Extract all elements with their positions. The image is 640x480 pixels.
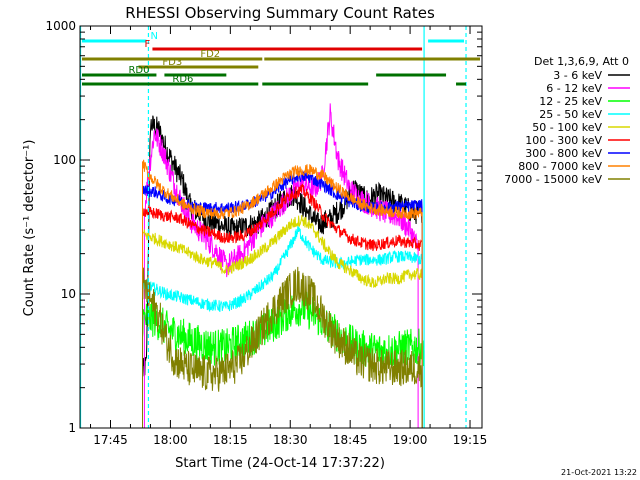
observing-flag-label-10: RD6 (172, 74, 193, 85)
legend-entry-3: 12 - 25 keV (539, 95, 602, 108)
y-axis-label: Count Rate (s⁻¹ detector⁻¹) (22, 140, 37, 317)
y-tick-label-2: 10 (61, 287, 76, 301)
legend-title: Det 1,3,6,9, Att 0 (534, 55, 629, 68)
observing-flag-label-4: FD2 (200, 49, 220, 60)
observing-flag-label-7: RD0 (128, 65, 149, 76)
series-line-5 (142, 215, 423, 428)
series-layer (142, 103, 425, 428)
legend-entry-7: 300 - 800 keV (525, 147, 602, 160)
tick-layer: 17:45 18:00 18:15 18:30 18:45 19:00 19:15 1 10 10… (45, 19, 487, 447)
y-tick-label-3: 100 (53, 153, 76, 167)
x-tick-label-3: 18:15 (213, 433, 248, 447)
legend-entry-4: 25 - 50 keV (539, 108, 602, 121)
y-tick-label-4: 1000 (45, 19, 76, 33)
observing-flag-label-6: FD3 (162, 57, 182, 68)
legend-entry-8: 800 - 7000 keV (518, 160, 602, 173)
chart-title: RHESSI Observing Summary Count Rates (125, 4, 435, 22)
series-line-6 (142, 183, 423, 428)
y-tick-label-1: 1 (68, 421, 76, 435)
x-tick-label-5: 18:45 (333, 433, 368, 447)
plot-frame (79, 25, 483, 429)
x-tick-label-4: 18:30 (273, 433, 308, 447)
x-tick-label-1: 17:45 (93, 433, 128, 447)
marker-layer: NF FD2 FD3 RD0 RD6 (82, 31, 480, 86)
series-line-9 (142, 266, 423, 428)
legend-entry-2: 6 - 12 keV (546, 82, 602, 95)
footer-timestamp: 21-Oct-2021 13:22 (561, 468, 637, 477)
series-line-8 (142, 159, 423, 428)
x-tick-label-7: 19:15 (453, 433, 488, 447)
observing-flag-label-1: N (150, 31, 157, 42)
series-line-4 (142, 225, 423, 428)
legend-entry-6: 100 - 300 keV (525, 134, 602, 147)
x-axis-label: Start Time (24-Oct-14 17:37:22) (175, 456, 385, 471)
legend-entry-9: 7000 - 15000 keV (504, 173, 602, 186)
x-tick-label-6: 19:00 (393, 433, 428, 447)
x-tick-label-2: 18:00 (153, 433, 188, 447)
legend-entry-5: 50 - 100 keV (532, 121, 602, 134)
observing-flag-label-3: F (144, 39, 150, 50)
legend-entry-1: 3 - 6 keV (553, 69, 602, 82)
vline-layer (79, 26, 467, 428)
